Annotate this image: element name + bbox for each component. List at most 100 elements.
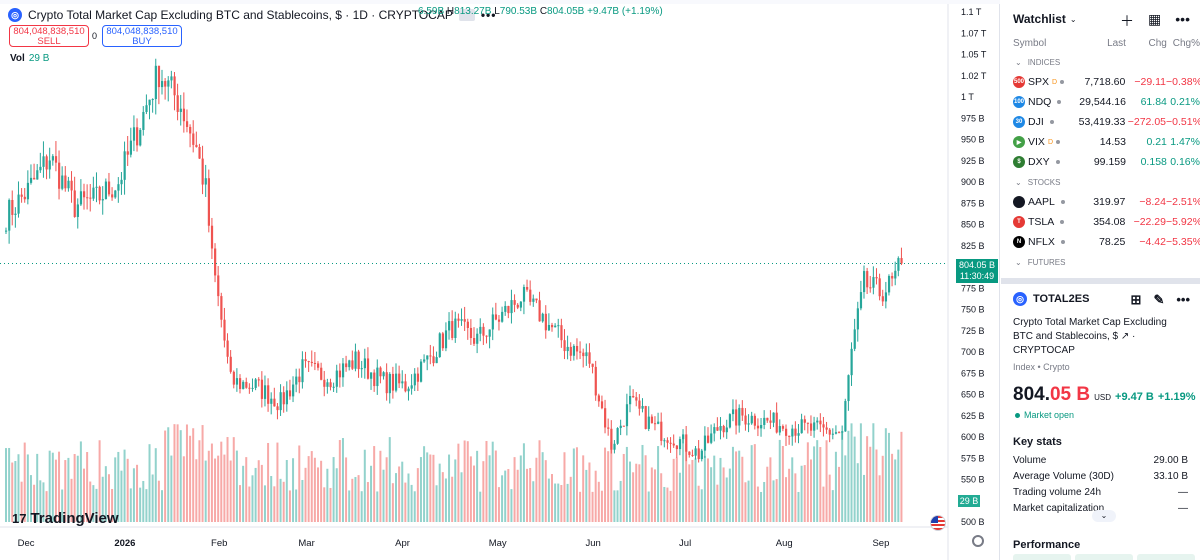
price-tick-label: 975 B [961, 113, 985, 123]
col-chg[interactable]: Chg [1148, 38, 1167, 49]
volume-bar [582, 455, 585, 522]
volume-bar [92, 485, 95, 522]
watchlist-title[interactable]: Watchlist [1013, 12, 1066, 26]
price-tick-label: 675 B [961, 368, 985, 378]
price-main: 804. [1013, 384, 1050, 405]
chart-settings-icon[interactable] [972, 535, 984, 547]
price-tick-label: 875 B [961, 198, 985, 208]
volume-bar [738, 450, 741, 522]
price-chart[interactable]: 1.1 T 1.07 T 1.05 T 1.02 T 1 T 975 B 950 B 925 … [0, 0, 1000, 560]
row-last: 53,419.33 [1078, 116, 1126, 128]
candle-body [844, 401, 847, 432]
legend-title[interactable]: Crypto Total Market Cap Excluding BTC an… [28, 8, 453, 22]
tradingview-logo[interactable]: 17 TradingView [12, 510, 119, 527]
candle-body [822, 424, 825, 428]
chevron-down-icon[interactable]: ⌄ [1069, 14, 1077, 24]
details-symbol[interactable]: TOTAL2ES [1033, 293, 1090, 305]
candle-body [600, 401, 604, 409]
candle-body [672, 443, 675, 446]
candle-body [279, 392, 282, 411]
time-axis-label: May [489, 538, 507, 549]
external-link-icon[interactable]: ↗ [1120, 331, 1133, 342]
candle-body [794, 428, 797, 436]
volume-bar [616, 490, 619, 522]
edit-icon[interactable]: ✎ [1153, 292, 1165, 307]
candle-body [806, 422, 810, 424]
volume-bar [182, 456, 185, 522]
chevron-down-icon[interactable]: ⌄ [1015, 57, 1022, 67]
candle-body [625, 404, 629, 427]
watchlist-row-nflx[interactable]: N NFLX 78.25 −4.42 −5.35% [1001, 232, 1200, 252]
volume-bar [154, 448, 157, 522]
volume-bar [335, 468, 338, 522]
symbol-logo-icon: 30 [1013, 116, 1025, 128]
candle-body [270, 398, 273, 404]
candle-body [23, 196, 26, 200]
volume-bar [413, 491, 416, 522]
watchlist-row-ndq[interactable]: 100 NDQ 29,544.16 61.84 0.21% [1001, 92, 1200, 112]
perf-tile[interactable] [1075, 554, 1133, 560]
us-flag-icon[interactable] [930, 515, 946, 531]
watchlist-row-aapl[interactable]: AAPL 319.97 −8.24 −2.51% [1001, 192, 1200, 212]
panel-divider[interactable] [1001, 278, 1200, 284]
row-chgp: 1.47% [1170, 136, 1200, 148]
volume-bar [223, 454, 226, 522]
volume-bar [89, 481, 92, 522]
stat-value: 29.00 B [1153, 454, 1188, 466]
candle-body [101, 199, 104, 201]
perf-tile[interactable] [1013, 554, 1071, 560]
watchlist-row-dji[interactable]: 30 DJI 53,419.33 −272.05 −0.51% [1001, 112, 1200, 132]
perf-tile[interactable] [1137, 554, 1195, 560]
legend-more-dots[interactable]: ••• [480, 8, 497, 22]
legend-eye-icon[interactable] [458, 9, 475, 21]
candle-body [772, 412, 775, 423]
candle-body [295, 376, 298, 385]
time-axis-label: Jun [585, 538, 600, 549]
candle-body [170, 76, 173, 81]
expand-stats-button[interactable]: ⌄ [1092, 510, 1116, 522]
sell-button[interactable]: 804,048,838,510 SELL [9, 25, 89, 47]
col-last[interactable]: Last [1107, 38, 1126, 49]
volume-bar [354, 477, 357, 522]
chevron-down-icon[interactable]: ⌄ [1015, 177, 1022, 187]
volume-legend: Vol 29 B [10, 53, 49, 64]
candle-body [39, 166, 42, 171]
candle-body [139, 129, 142, 146]
volume-bar [791, 457, 794, 522]
watchlist-row-spx[interactable]: 500 SPX D 7,718.60 −29.11 −0.38% [1001, 72, 1200, 92]
candle-body [210, 225, 214, 249]
watchlist-section-futures[interactable]: ⌄ FUTURES [1001, 252, 1200, 272]
watchlist-section-stocks[interactable]: ⌄ STOCKS [1001, 172, 1200, 192]
buy-button[interactable]: 804,048,838,510 BUY [102, 25, 182, 47]
buy-label: BUY [132, 36, 152, 47]
grid-icon[interactable]: ⊞ [1130, 292, 1142, 307]
watchlist-section-indices[interactable]: ⌄ INDICES [1001, 52, 1200, 72]
more-icon[interactable]: ••• [1175, 11, 1190, 27]
watchlist-row-tsla[interactable]: T TSLA 354.08 −22.29 −5.92% [1001, 212, 1200, 232]
performance-tiles [1013, 554, 1195, 560]
status-dot-icon [1057, 100, 1062, 104]
add-symbol-icon[interactable]: ＋ [1120, 13, 1135, 29]
layout-icon[interactable]: ▦ [1148, 11, 1162, 27]
watchlist-row-vix[interactable]: ▶ VIX D 14.53 0.21 1.47% [1001, 132, 1200, 152]
candles [5, 58, 903, 463]
price-tick-label: 650 B [961, 390, 985, 400]
volume-bar [569, 476, 572, 522]
details-exchange[interactable]: CRYPTOCAP [1013, 345, 1075, 356]
chevron-down-icon[interactable]: ⌄ [1015, 257, 1022, 267]
more-icon[interactable]: ••• [1176, 292, 1190, 307]
volume-bar [235, 450, 238, 522]
chart-area[interactable]: 1.1 T 1.07 T 1.05 T 1.02 T 1 T 975 B 950 B 925 … [0, 0, 1000, 560]
volume-bar [519, 455, 522, 522]
watchlist-header[interactable]: Watchlist ⌄ [1001, 0, 1200, 38]
price-tick-label: 600 B [961, 432, 985, 442]
col-chgp[interactable]: Chg% [1172, 38, 1200, 49]
col-symbol[interactable]: Symbol [1013, 38, 1047, 49]
watchlist-row-dxy[interactable]: $ DXY 99.159 0.158 0.16% [1001, 152, 1200, 172]
volume-bar [444, 478, 447, 522]
row-symbol: 100 NDQ [1013, 96, 1075, 108]
volume-bar [560, 485, 563, 522]
volume-bar [675, 457, 678, 522]
market-status-text: Market open [1024, 410, 1075, 420]
row-symbol-text: NDQ [1028, 96, 1052, 108]
